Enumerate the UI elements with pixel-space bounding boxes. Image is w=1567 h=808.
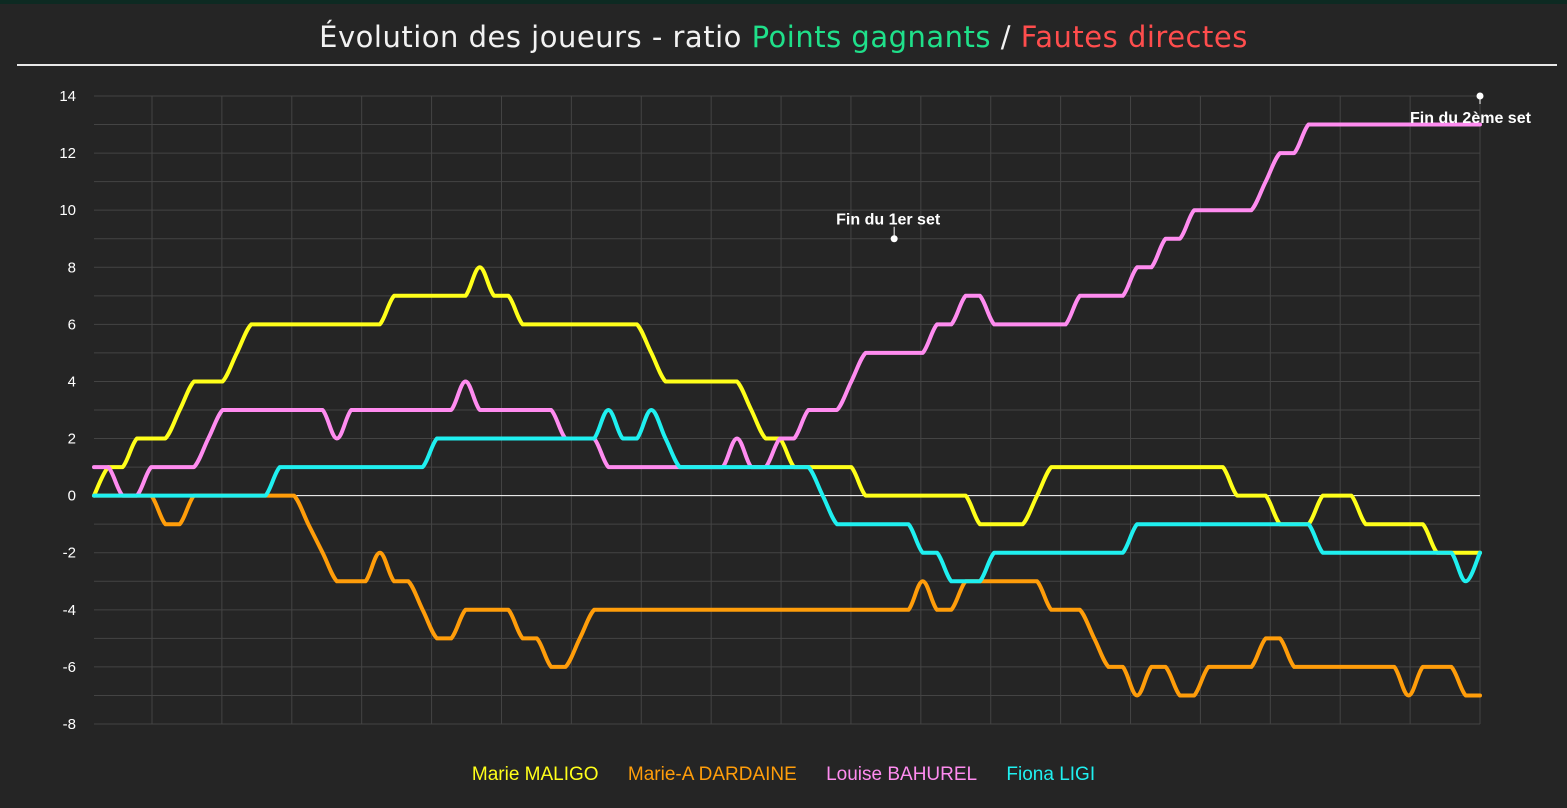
y-axis-ticks: 14 12 10 8 6 4 2 0 -2 -4 -6 -8 <box>59 88 76 733</box>
title-positive: Points gagnants <box>751 20 992 54</box>
title-negative: Fautes directes <box>1020 20 1248 54</box>
legend-item-bahurel[interactable]: Louise BAHUREL <box>826 764 978 785</box>
y-tick-label: -2 <box>63 545 76 562</box>
annotation-label: Fin du 1er set <box>836 212 941 229</box>
y-tick-label: 10 <box>59 202 76 219</box>
y-tick-label: 12 <box>59 145 76 162</box>
legend: Marie MALIGO Marie-A DARDAINE Louise BAH… <box>0 764 1567 786</box>
y-tick-label: -8 <box>63 716 76 733</box>
y-tick-label: 4 <box>68 373 76 390</box>
annotation-label: Fin du 2ème set <box>1410 110 1532 127</box>
chart-title: Évolution des joueurs - ratio Points gag… <box>0 20 1567 54</box>
y-tick-label: -6 <box>63 659 76 676</box>
legend-item-ligi[interactable]: Fiona LIGI <box>1006 764 1096 785</box>
title-underline <box>17 64 1557 66</box>
annotations: Fin du 1er set Fin du 2ème set <box>836 92 1532 243</box>
y-tick-label: 14 <box>59 88 76 105</box>
y-tick-label: -4 <box>63 602 76 619</box>
y-tick-label: 2 <box>68 431 76 448</box>
y-tick-label: 0 <box>68 488 76 505</box>
title-prefix: Évolution des joueurs - ratio <box>319 20 752 54</box>
series-line-fiona-ligi <box>92 408 1482 584</box>
title-separator: / <box>991 20 1021 54</box>
series-lines <box>92 122 1482 698</box>
series-line-louise-bahurel <box>92 122 1482 498</box>
y-tick-label: 6 <box>68 316 76 333</box>
series-line-marie-a-dardaine <box>92 493 1482 698</box>
legend-item-dardaine[interactable]: Marie-A DARDAINE <box>627 764 797 785</box>
y-tick-label: 8 <box>68 259 76 276</box>
legend-item-maligo[interactable]: Marie MALIGO <box>471 764 599 785</box>
grid-lines <box>94 95 1481 725</box>
series-line-marie-maligo <box>92 265 1482 555</box>
top-accent-bar <box>0 0 1567 4</box>
